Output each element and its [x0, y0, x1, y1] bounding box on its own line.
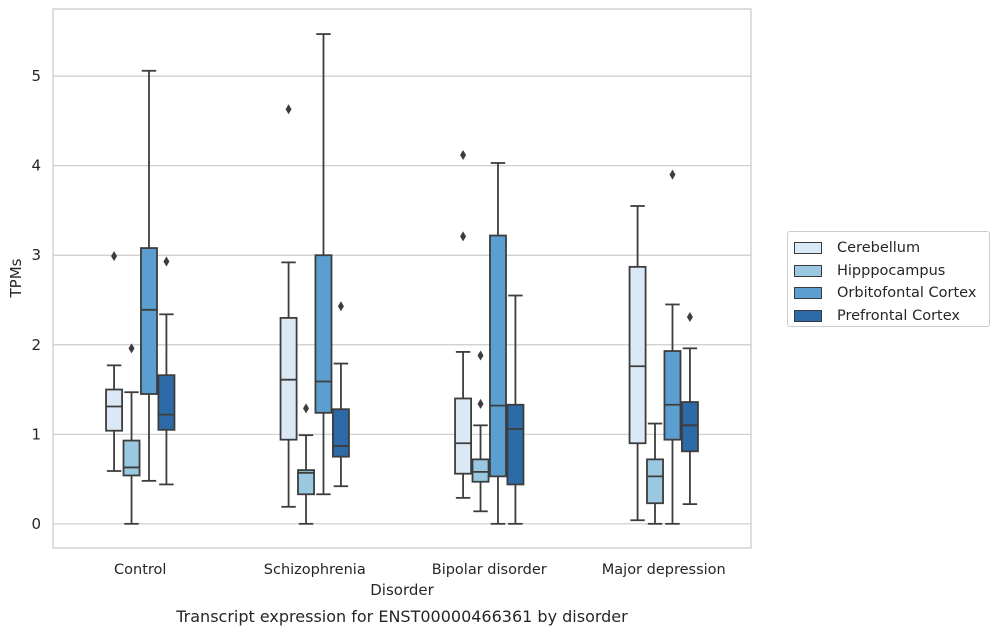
- box-1-0: [122, 343, 141, 525]
- legend-item-orbitofrontal: Orbitofontal Cortex: [788, 282, 989, 305]
- box-iqr: [157, 374, 176, 431]
- outlier-marker: [128, 343, 135, 354]
- box-iqr: [489, 234, 507, 478]
- legend-label: Orbitofontal Cortex: [837, 285, 977, 302]
- box-2-0: [140, 69, 158, 482]
- outlier-marker: [285, 104, 292, 115]
- legend-item-hippocampus: Hipppocampus: [788, 260, 989, 283]
- outlier-marker: [460, 149, 467, 160]
- box-iqr: [680, 401, 699, 453]
- x-axis-label: Disorder: [370, 581, 434, 599]
- box-iqr: [471, 458, 490, 483]
- box-2-3: [663, 169, 682, 525]
- y-tick-label: 2: [31, 336, 41, 354]
- outlier-marker: [669, 169, 676, 180]
- box-iqr: [628, 265, 647, 445]
- x-tick-label: Major depression: [602, 562, 726, 578]
- box-3-3: [680, 312, 699, 506]
- x-axis-ticks: Control Schizophrenia Bipolar disorder Majo…: [114, 562, 726, 578]
- box-iqr: [140, 247, 158, 395]
- y-tick-label: 4: [31, 157, 41, 175]
- box-2-1: [314, 33, 333, 496]
- box-0-1: [279, 104, 298, 508]
- boxes: [105, 33, 699, 525]
- outlier-marker: [460, 231, 467, 242]
- legend-swatch: [794, 309, 822, 322]
- box-3-2: [506, 294, 525, 525]
- outlier-marker: [337, 301, 344, 312]
- outlier-marker: [477, 398, 484, 409]
- legend-item-prefrontal: Prefrontal Cortex: [788, 305, 989, 328]
- figure-caption: Transcript expression for ENST0000046636…: [176, 607, 628, 626]
- box-iqr: [663, 350, 682, 441]
- y-tick-label: 0: [31, 515, 41, 533]
- box-3-0: [157, 256, 176, 486]
- x-tick-label: Control: [114, 562, 166, 578]
- legend-label: Hipppocampus: [837, 262, 946, 279]
- box-2-2: [489, 162, 507, 525]
- outlier-marker: [111, 251, 118, 262]
- x-tick-label: Schizophrenia: [264, 562, 366, 578]
- box-iqr: [314, 254, 333, 414]
- y-tick-label: 1: [31, 425, 41, 443]
- box-iqr: [297, 469, 315, 496]
- outlier-marker: [163, 256, 170, 267]
- outlier-marker: [686, 312, 693, 322]
- box-plot-chart: 0 1 2 3 4 5 Control Schizophrenia Bipolar disor…: [7, 8, 752, 599]
- legend-label: Cerebellum: [837, 240, 921, 257]
- box-1-2: [471, 350, 490, 513]
- y-tick-label: 3: [31, 246, 41, 264]
- outlier-marker: [477, 350, 484, 361]
- y-axis-label: TPMs: [7, 258, 25, 298]
- legend-swatch: [794, 287, 822, 300]
- box-1-3: [646, 422, 664, 525]
- box-iqr: [105, 388, 124, 432]
- legend-swatch: [794, 264, 822, 277]
- outlier-marker: [303, 403, 310, 414]
- box-iqr: [331, 408, 350, 458]
- box-1-1: [297, 403, 315, 525]
- legend: Cerebellum Hipppocampus Orbitofontal Cor…: [787, 231, 990, 327]
- box-0-3: [628, 205, 647, 522]
- box-iqr: [506, 403, 525, 486]
- legend-swatch: [794, 242, 822, 255]
- box-0-0: [105, 251, 124, 472]
- box-0-2: [454, 149, 473, 499]
- y-tick-label: 5: [31, 67, 41, 85]
- legend-label: Prefrontal Cortex: [837, 307, 960, 324]
- box-3-1: [331, 301, 350, 488]
- box-iqr: [646, 458, 664, 505]
- y-axis-ticks: 0 1 2 3 4 5: [31, 67, 41, 533]
- legend-item-cerebellum: Cerebellum: [788, 237, 989, 260]
- x-tick-label: Bipolar disorder: [432, 562, 547, 578]
- box-iqr: [122, 439, 141, 477]
- box-iqr: [454, 397, 473, 475]
